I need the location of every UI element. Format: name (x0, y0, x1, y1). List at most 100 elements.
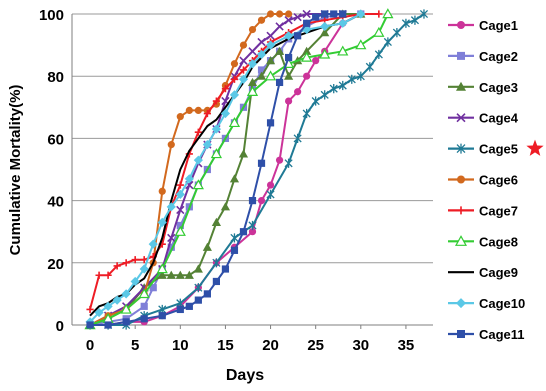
data-point (120, 303, 132, 314)
data-point (457, 175, 465, 184)
data-point (239, 66, 248, 74)
data-point (383, 37, 392, 47)
data-point (338, 80, 347, 91)
y-tick-label: 100 (39, 7, 64, 24)
legend-item: Cage6 (448, 173, 518, 188)
data-point (157, 217, 167, 227)
data-point (382, 8, 394, 19)
data-point (266, 119, 275, 127)
data-point (175, 189, 185, 199)
data-point (176, 205, 185, 215)
data-point (401, 18, 410, 28)
data-point (104, 271, 112, 279)
data-point (320, 28, 330, 37)
data-point (131, 256, 139, 264)
x-tick-label: 30 (352, 337, 369, 354)
data-point (113, 262, 121, 270)
data-point (265, 40, 276, 50)
data-point (220, 202, 231, 211)
data-point (185, 106, 193, 115)
data-point (194, 128, 202, 136)
data-point (230, 233, 239, 243)
data-point (86, 305, 94, 314)
data-point (248, 228, 257, 236)
data-point (257, 159, 266, 167)
star-icon (526, 139, 544, 156)
data-point (176, 221, 184, 230)
legend-label: Cage6 (479, 173, 518, 188)
data-point (355, 39, 367, 50)
y-tick-label: 80 (47, 69, 64, 86)
legend-item: Cage8 (448, 234, 518, 249)
data-point (228, 117, 241, 128)
series-line (90, 13, 425, 326)
data-point (301, 51, 313, 62)
series-cage7 (86, 10, 383, 314)
data-point (211, 217, 221, 226)
data-point (229, 174, 240, 183)
series-line (89, 13, 379, 310)
x-tick-label: 20 (262, 337, 279, 354)
data-point (103, 301, 113, 311)
data-point (257, 37, 266, 47)
data-point (140, 302, 148, 310)
data-point (274, 46, 285, 55)
y-tick-label: 60 (47, 131, 64, 148)
legend-item: Cage10 (448, 296, 525, 311)
data-point (158, 187, 166, 195)
data-point (221, 265, 230, 273)
data-point (166, 270, 176, 279)
legend-item: Cage9 (448, 265, 518, 280)
data-point (121, 289, 131, 299)
data-point (302, 108, 311, 119)
legend-item: Cage5 (448, 139, 544, 157)
data-point (264, 70, 277, 81)
data-point (457, 330, 465, 338)
data-point (157, 270, 167, 279)
data-point (112, 295, 122, 305)
data-point (266, 10, 275, 18)
data-point (248, 220, 257, 231)
legend-item: Cage1 (448, 18, 518, 33)
data-point (285, 10, 293, 18)
data-point (230, 60, 239, 68)
gridlines (72, 13, 433, 264)
data-point (248, 47, 257, 56)
data-point (257, 197, 266, 205)
data-point (294, 88, 302, 96)
data-point (312, 57, 320, 65)
data-point (94, 307, 104, 318)
data-point (212, 97, 220, 105)
data-point (139, 264, 149, 274)
data-point (203, 290, 211, 298)
data-point (456, 113, 466, 123)
legend-label: Cage2 (479, 49, 518, 64)
x-tick-label: 10 (172, 337, 189, 354)
data-point (194, 296, 202, 304)
data-point (337, 45, 349, 56)
data-point (158, 312, 166, 320)
data-point (338, 18, 348, 28)
data-point (194, 106, 202, 115)
data-point (374, 49, 383, 60)
data-point (303, 19, 311, 27)
tick-labels: 0 20 40 60 80 100 0 5 10 15 20 25 30 35 (39, 7, 414, 354)
data-point (275, 156, 284, 164)
data-point (294, 32, 302, 40)
data-point (239, 56, 248, 65)
data-point (122, 259, 130, 267)
data-point (266, 189, 275, 199)
data-point (284, 31, 294, 41)
axes (71, 14, 433, 329)
data-point (122, 318, 130, 326)
data-point (202, 242, 212, 251)
series-cage11 (86, 10, 347, 329)
data-point (230, 75, 239, 83)
data-point (185, 302, 193, 310)
data-point (247, 59, 258, 69)
series-line (89, 13, 362, 323)
data-point (284, 16, 293, 25)
data-point (347, 74, 356, 84)
x-tick-label: 25 (307, 337, 324, 354)
